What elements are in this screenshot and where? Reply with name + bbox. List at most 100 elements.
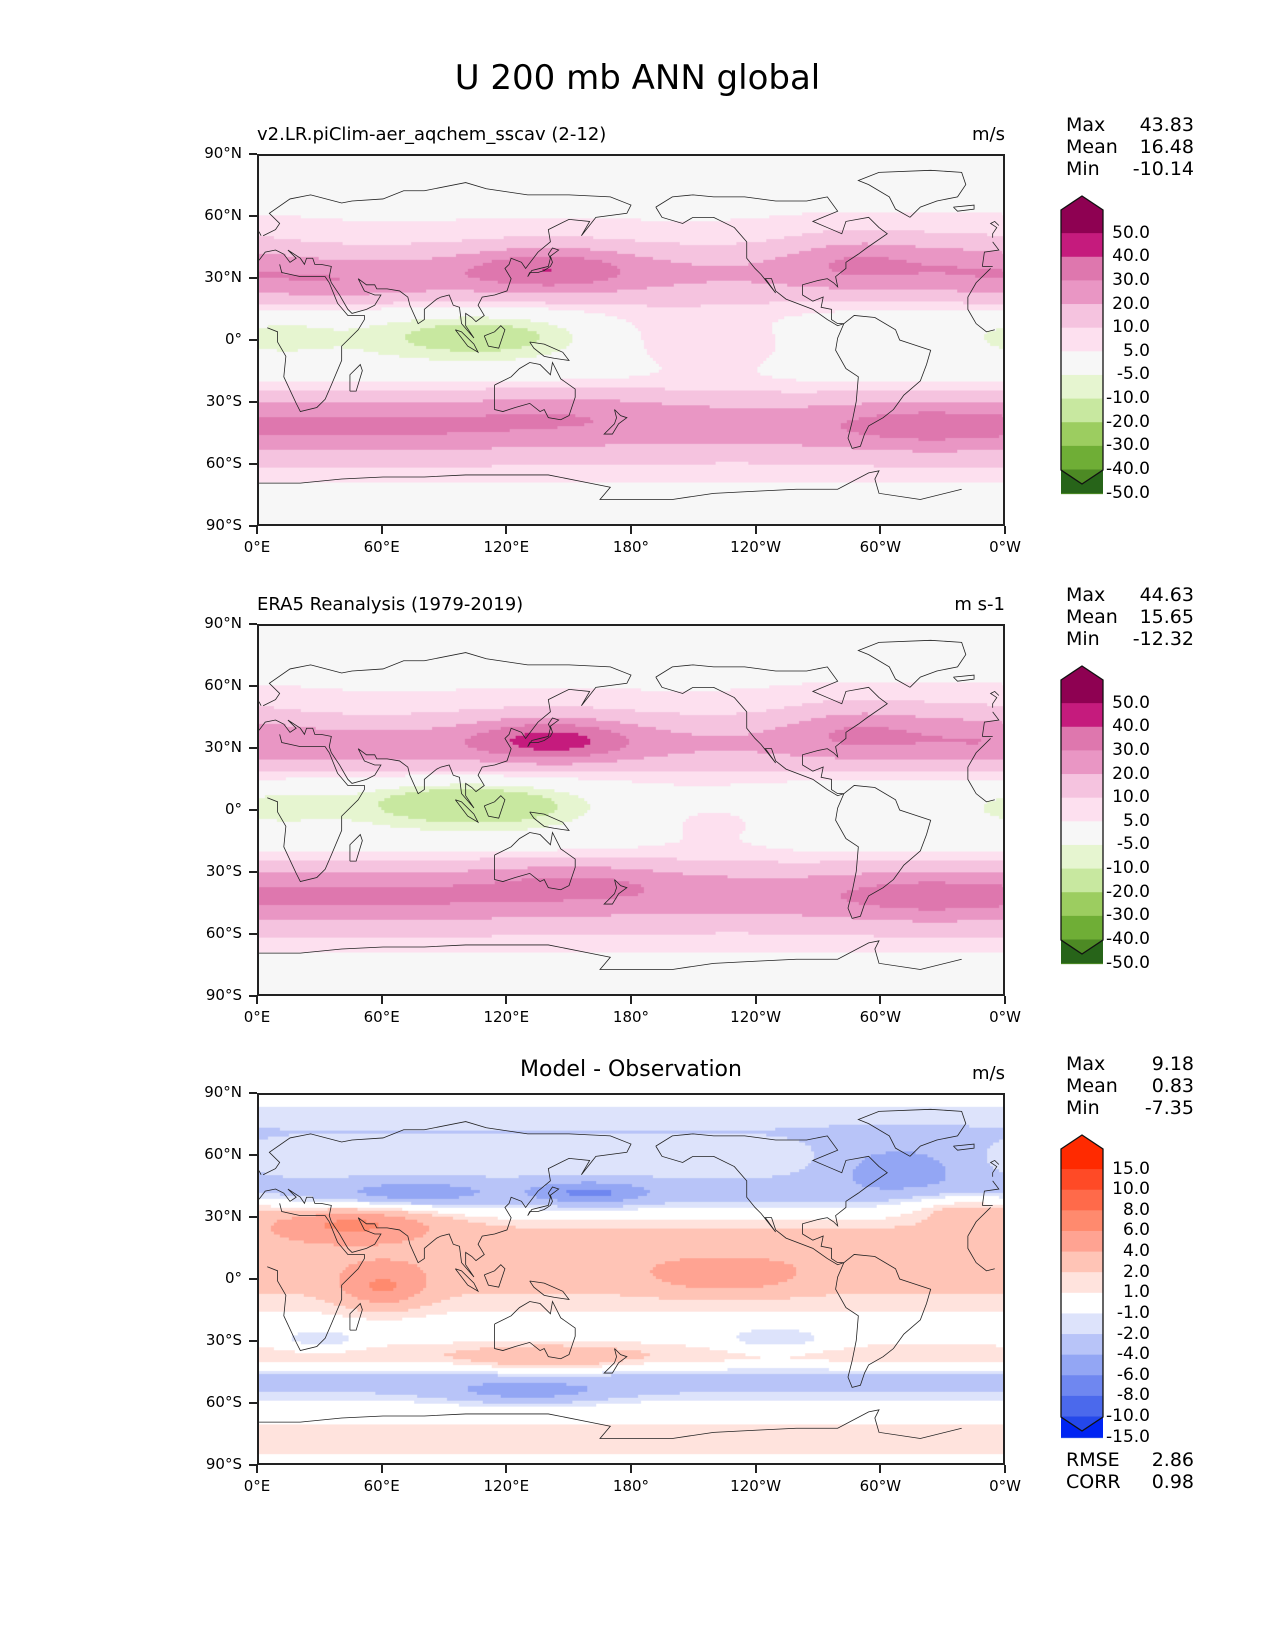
x-tick-label: 0°W [989,1008,1021,1026]
stat-name: RMSE [1066,1449,1120,1471]
x-tick-mark [879,1465,882,1473]
coastline [953,1143,975,1151]
coastline [527,717,560,747]
stat-name: Min [1066,158,1100,180]
coastline [835,785,932,919]
coastline [655,1133,888,1266]
y-tick-label: 90°S [205,1455,242,1473]
coastline [989,220,1000,238]
coastline [603,1348,628,1374]
y-tick-label: 60°N [204,1145,242,1163]
coastline [835,315,932,449]
colorbar-tick-label: -6.0 [1116,1364,1150,1385]
coastline [981,1180,1000,1206]
colorbar-outline [1060,665,1104,955]
y-tick-mark [249,1154,257,1156]
colorbar-tick-label: -4.0 [1116,1344,1150,1365]
map-plot [257,154,1005,526]
stat-row: Max 44.63 [1066,584,1194,606]
x-tick-label: 180° [612,538,650,556]
coastline [483,325,506,349]
coastline [603,879,628,905]
stat-name: Mean [1066,136,1118,158]
y-tick-label: 30°N [204,738,242,756]
x-tick-mark [754,1465,757,1473]
x-tick-label: 120°W [730,538,782,556]
x-tick-label: 180° [612,1477,650,1495]
coastline [483,795,506,819]
colorbar-band [1061,821,1103,846]
x-tick-label: 60°W [859,538,902,556]
field-raster [259,626,1003,994]
coastline [603,409,628,435]
x-tick-mark [380,996,383,1004]
coastline [267,264,365,413]
y-tick-mark [249,995,257,997]
x-tick-label: 120°E [483,538,530,556]
colorbar-band [1061,703,1103,728]
colorbar-tick-label: -10.0 [1106,388,1150,409]
coastlines [259,1108,1000,1439]
colorbar-tick-label: 1.0 [1122,1282,1150,1303]
colorbar-extend-min [1061,1417,1103,1438]
coastline [967,1207,995,1272]
colorbar-tick-label: 6.0 [1122,1220,1150,1241]
colorbar-extend-max [1061,196,1103,234]
stat-row: RMSE 2.86 [1066,1449,1194,1471]
x-tick-label: 120°W [730,1008,782,1026]
coastline [349,833,363,862]
colorbar-band [1061,256,1103,282]
colorbar-tick-label: 30.0 [1112,739,1150,760]
coastline [259,231,262,236]
colorbar-band [1061,1230,1103,1253]
units-label: m s-1 [954,594,1005,615]
coastline [494,831,576,891]
x-tick-label: 0°E [243,1477,271,1495]
stat-name: Min [1066,1097,1100,1119]
x-tick-label: 60°W [859,1477,902,1495]
y-tick-label: 30°S [205,862,242,880]
colorbar-tick-label: -30.0 [1106,905,1150,926]
coastline [631,1409,962,1439]
stat-row: Min -7.35 [1066,1097,1194,1119]
colorbar-band [1061,327,1103,353]
x-tick-label: 0°E [243,538,271,556]
colorbar-tick-label: 15.0 [1112,1158,1150,1179]
x-tick-mark [630,996,632,1004]
x-tick-label: 60°E [363,1477,400,1495]
colorbar-band [1061,1334,1103,1356]
coastline [455,1268,480,1293]
stats-block: Max 43.83 Mean 16.48 Min -10.14 [1066,114,1194,180]
stats-block: Max 44.63 Mean 15.65 Min -12.32 [1066,584,1194,650]
coastline [989,690,1000,708]
coastline [527,1186,560,1216]
x-tick-label: 120°W [730,1477,782,1495]
stat-name: Max [1066,584,1106,606]
colorbar-tick-label: -10.0 [1106,1406,1150,1426]
colorbar-tick-label: -30.0 [1106,435,1150,456]
x-tick-mark [630,1465,632,1473]
colorbar-tick-label: 40.0 [1112,246,1150,267]
colorbar-band [1061,445,1103,471]
map-plot [257,624,1005,996]
colorbar-band [1061,1292,1103,1315]
colorbar-band [1061,351,1103,376]
coastline [267,1203,365,1352]
colorbar-tick-label: 5.0 [1122,340,1150,361]
colorbar-tick-label: 20.0 [1112,293,1150,314]
coastline [349,363,363,392]
colorbar-tick-label: -5.0 [1116,364,1150,385]
stat-value: 43.83 [1139,114,1194,136]
y-tick-mark [249,525,257,527]
x-tick-mark [505,1465,508,1473]
y-tick-mark [249,809,257,811]
y-tick-mark [249,1402,257,1404]
units-label: m/s [972,124,1005,145]
colorbar-tick-label: 4.0 [1122,1241,1150,1262]
colorbar-band [1061,1210,1103,1232]
colorbar-band [1061,398,1103,424]
y-tick-mark [249,1464,257,1466]
y-tick-label: 90°S [205,986,242,1004]
y-tick-label: 30°N [204,268,242,286]
y-tick-label: 60°N [204,676,242,694]
